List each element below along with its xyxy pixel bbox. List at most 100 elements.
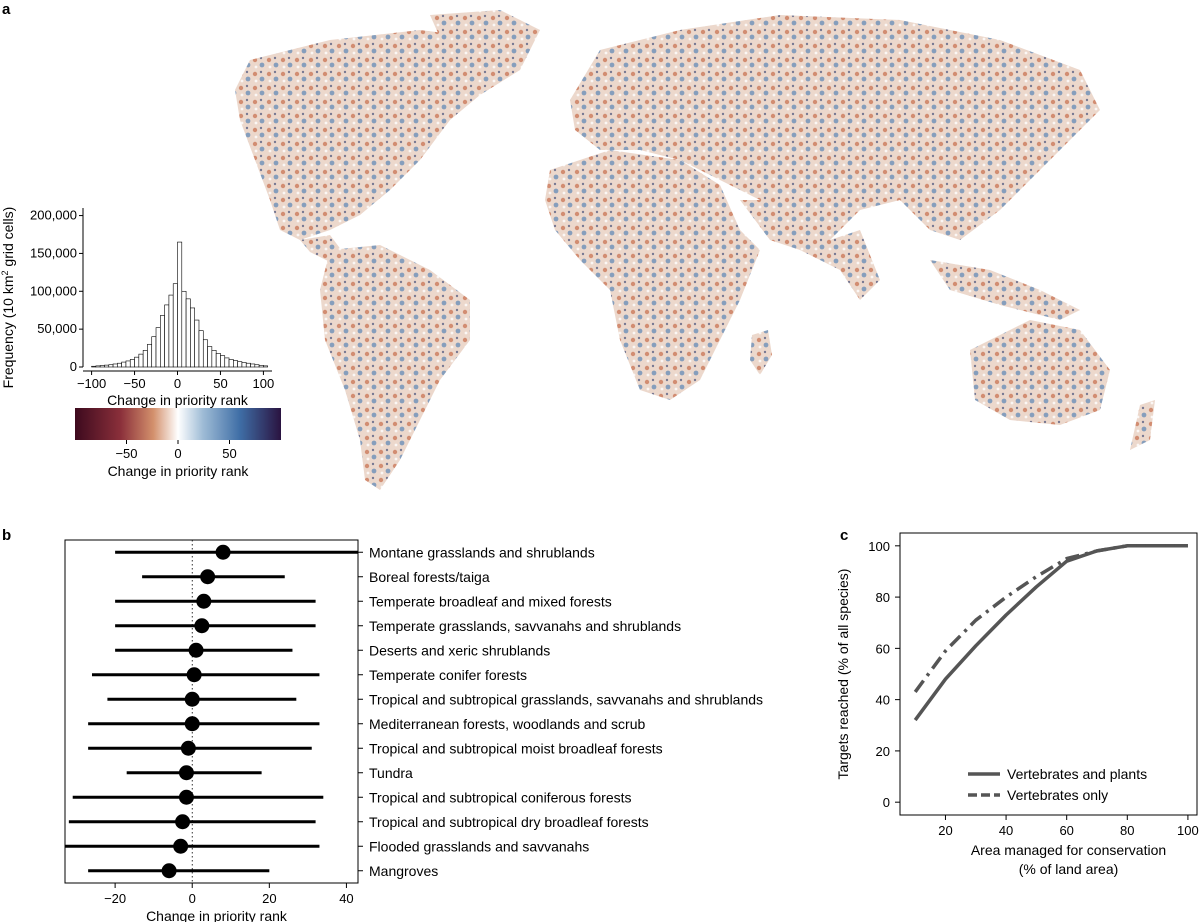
- histogram-y-tick-label: 150,000: [30, 245, 77, 260]
- biome-category-label: Temperate broadleaf and mixed forests: [369, 593, 612, 609]
- histogram-x-tick-label: −50: [124, 376, 146, 391]
- biome-mean-point: [175, 814, 191, 830]
- histogram-x-tick-label: −100: [77, 376, 106, 391]
- madagascar-landmass: [750, 330, 772, 375]
- line-y-tick-label: 80: [876, 590, 890, 605]
- biome-mean-point: [200, 569, 216, 585]
- histogram-bar: [117, 362, 122, 368]
- biome-mean-point: [161, 863, 177, 879]
- biome-mean-point: [188, 642, 204, 658]
- histogram-bar: [207, 346, 213, 368]
- histogram-bar: [254, 364, 260, 368]
- histogram-y-tick-label: 0: [70, 359, 77, 374]
- south-america-landmass: [320, 245, 470, 490]
- biome-category-label: Tropical and subtropical dry broadleaf f…: [369, 814, 649, 830]
- biome-mean-point: [180, 740, 196, 756]
- new-zealand-landmass: [1130, 400, 1155, 450]
- histogram-y-tick-label: 50,000: [37, 321, 77, 336]
- south-asia-landmass: [740, 200, 880, 300]
- histogram-bar: [129, 359, 135, 368]
- histogram-bar: [190, 307, 195, 368]
- legend-label: Vertebrates only: [1007, 787, 1108, 803]
- biome-x-tick-label: 20: [262, 891, 276, 906]
- histogram-bar: [177, 241, 183, 368]
- colorbar: −50 0 50 Change in priority rank: [75, 408, 281, 479]
- biome-category-label: Tundra: [369, 765, 413, 781]
- colorbar-gradient: [75, 408, 281, 440]
- histogram-bar: [151, 336, 157, 368]
- histogram-x-tick-label: 0: [174, 376, 181, 391]
- histogram-bar: [233, 360, 238, 368]
- histogram-bar: [250, 363, 256, 368]
- histogram-bar: [245, 362, 251, 368]
- biome-category-label: Temperate conifer forests: [369, 667, 527, 683]
- legend-label: Vertebrates and plants: [1007, 766, 1147, 782]
- biome-mean-point: [184, 716, 200, 732]
- histogram-bar: [263, 365, 269, 368]
- biome-mean-point: [186, 667, 202, 683]
- biome-category-label: Tropical and subtropical grasslands, sav…: [369, 691, 763, 707]
- southeast-asia-islands: [930, 260, 1080, 320]
- line-x-tick-label: 100: [1177, 823, 1199, 838]
- histogram-bar: [172, 283, 178, 368]
- colorbar-tick-label: −50: [115, 446, 137, 461]
- line-y-axis-label: Targets reached (% of all species): [835, 569, 851, 780]
- line-y-tick-label: 0: [883, 795, 890, 810]
- biome-category-label: Boreal forests/taiga: [369, 569, 490, 585]
- panel-label-a: a: [2, 1, 11, 18]
- line-y-tick-label: 20: [876, 744, 890, 759]
- histogram-bar: [185, 298, 191, 368]
- line-x-axis-label-line1: Area managed for conservation: [971, 842, 1166, 858]
- histogram-bar: [164, 304, 170, 368]
- histogram-bar: [211, 350, 217, 368]
- histogram-bar: [215, 353, 221, 368]
- biome-x-tick-label: 0: [189, 891, 196, 906]
- eurasia-landmass: [570, 15, 1100, 240]
- histogram-bar: [95, 365, 101, 368]
- histogram-bar: [224, 357, 230, 368]
- line-plot-frame: [899, 532, 1198, 816]
- histogram-bar: [194, 319, 200, 368]
- biome-mean-point: [178, 789, 194, 805]
- histogram-x-tick-label: 50: [213, 376, 227, 391]
- biome-x-tick-label: −20: [104, 891, 126, 906]
- series-line-2: [913, 544, 1188, 693]
- histogram-bar: [138, 353, 144, 368]
- histogram-bar: [99, 365, 105, 368]
- histogram-y-axis-label: Frequency (10 km2 grid cells): [0, 207, 16, 389]
- line-y-tick-label: 60: [876, 641, 890, 656]
- biome-mean-point: [196, 593, 212, 609]
- biome-mean-point: [194, 618, 210, 634]
- histogram-y-tick-label: 100,000: [30, 283, 77, 298]
- biome-mean-point: [215, 544, 231, 560]
- histogram-bar: [228, 359, 234, 368]
- panel-label-c: c: [840, 527, 848, 544]
- series-line-1: [913, 544, 1188, 722]
- colorbar-tick-label: 50: [222, 446, 236, 461]
- histogram-x-tick-label: 100: [253, 376, 275, 391]
- line-x-tick-label: 20: [938, 823, 952, 838]
- histogram-bar: [237, 361, 243, 368]
- biome-mean-point: [184, 691, 200, 707]
- line-x-axis-label-line2: (% of land area): [1019, 861, 1119, 877]
- biome-dot-plot: Montane grasslands and shrublands Boreal …: [64, 539, 763, 922]
- line-x-tick-label: 40: [999, 823, 1013, 838]
- biome-category-label: Deserts and xeric shrublands: [369, 642, 550, 658]
- histogram-bar: [125, 360, 131, 368]
- histogram-bar: [134, 356, 140, 368]
- world-map: [235, 10, 1155, 490]
- biome-mean-point: [178, 765, 194, 781]
- greenland-landmass: [430, 10, 540, 85]
- line-y-tick-label: 40: [876, 693, 890, 708]
- biome-x-tick-label: 40: [339, 891, 353, 906]
- histogram-bar: [112, 363, 118, 368]
- biome-plot-frame: [64, 539, 359, 884]
- line-x-tick-label: 60: [1059, 823, 1073, 838]
- histogram-bar: [91, 365, 97, 368]
- histogram-y-tick-label: 200,000: [30, 208, 77, 223]
- histogram-bar: [142, 350, 148, 368]
- panel-label-b: b: [2, 527, 11, 544]
- biome-category-label: Tropical and subtropical moist broadleaf…: [369, 740, 663, 756]
- biome-category-label: Flooded grasslands and savvanahs: [369, 838, 589, 854]
- histogram-x-axis-label: Change in priority rank: [107, 392, 249, 408]
